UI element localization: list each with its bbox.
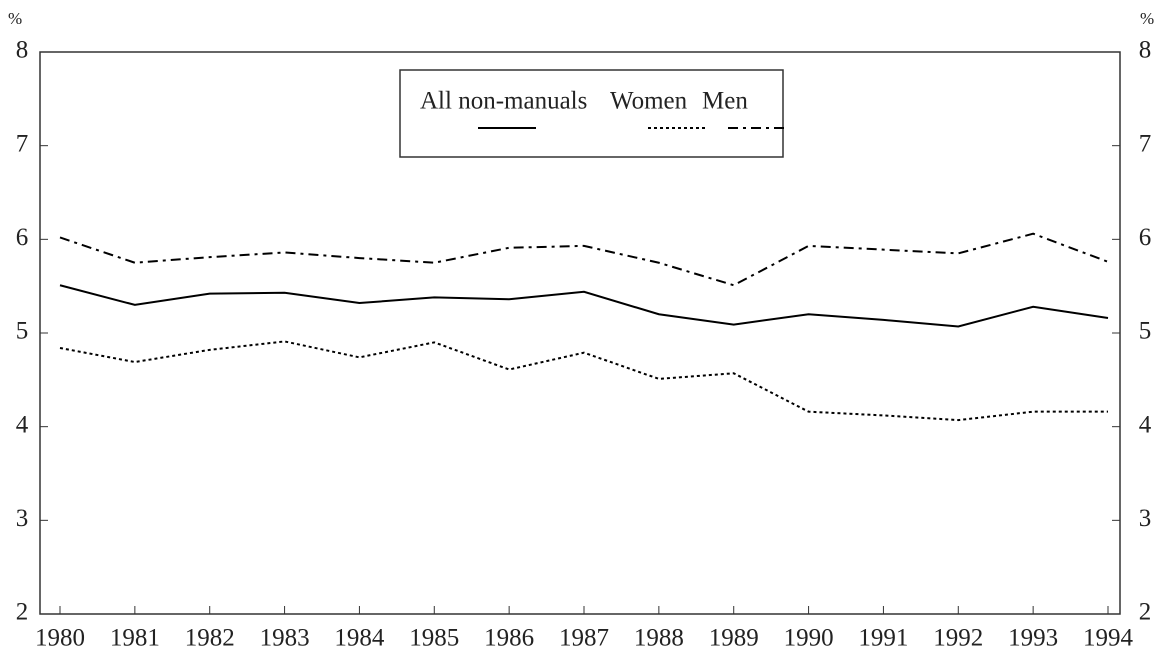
x-tick-label: 1988 <box>634 625 684 652</box>
legend-box <box>399 69 784 158</box>
x-tick-label: 1994 <box>1083 625 1134 652</box>
y-axis-label: % <box>8 9 22 28</box>
legend-label: All non-manuals <box>420 88 587 115</box>
x-tick-label: 1993 <box>1008 625 1058 652</box>
x-tick-label: 1992 <box>933 625 983 652</box>
y-tick-label: 6 <box>16 224 29 251</box>
y2-tick-label: 7 <box>1139 130 1152 157</box>
y-tick-label: 8 <box>16 37 29 64</box>
y2-tick-label: 8 <box>1139 37 1152 64</box>
x-tick-label: 1989 <box>709 625 759 652</box>
y2-tick-label: 2 <box>1139 599 1152 626</box>
y-tick-label: 7 <box>16 130 29 157</box>
x-tick-label: 1980 <box>35 625 85 652</box>
x-tick-label: 1981 <box>110 625 160 652</box>
y-tick-label: 3 <box>16 505 29 532</box>
x-tick-label: 1990 <box>784 625 834 652</box>
legend-label: Women <box>610 88 688 115</box>
series-line <box>59 232 1109 287</box>
y2-tick-label: 3 <box>1139 505 1152 532</box>
x-tick-label: 1983 <box>260 625 310 652</box>
x-tick-label: 1982 <box>185 625 235 652</box>
x-tick-label: 1991 <box>858 625 908 652</box>
x-tick-label: 1984 <box>334 625 385 652</box>
series-line <box>59 284 1109 328</box>
y-tick-label: 5 <box>16 318 29 345</box>
x-tick-label: 1987 <box>559 625 609 652</box>
y-tick-label: 4 <box>16 411 29 438</box>
y2-axis-label: % <box>1140 9 1154 28</box>
y2-tick-label: 5 <box>1139 318 1152 345</box>
series-line <box>59 340 1108 422</box>
legend-label: Men <box>702 88 748 115</box>
x-tick-label: 1985 <box>409 625 459 652</box>
y2-tick-label: 6 <box>1139 224 1152 251</box>
y2-tick-label: 4 <box>1139 411 1152 438</box>
x-tick-label: 1986 <box>484 625 534 652</box>
y-tick-label: 2 <box>16 599 29 626</box>
